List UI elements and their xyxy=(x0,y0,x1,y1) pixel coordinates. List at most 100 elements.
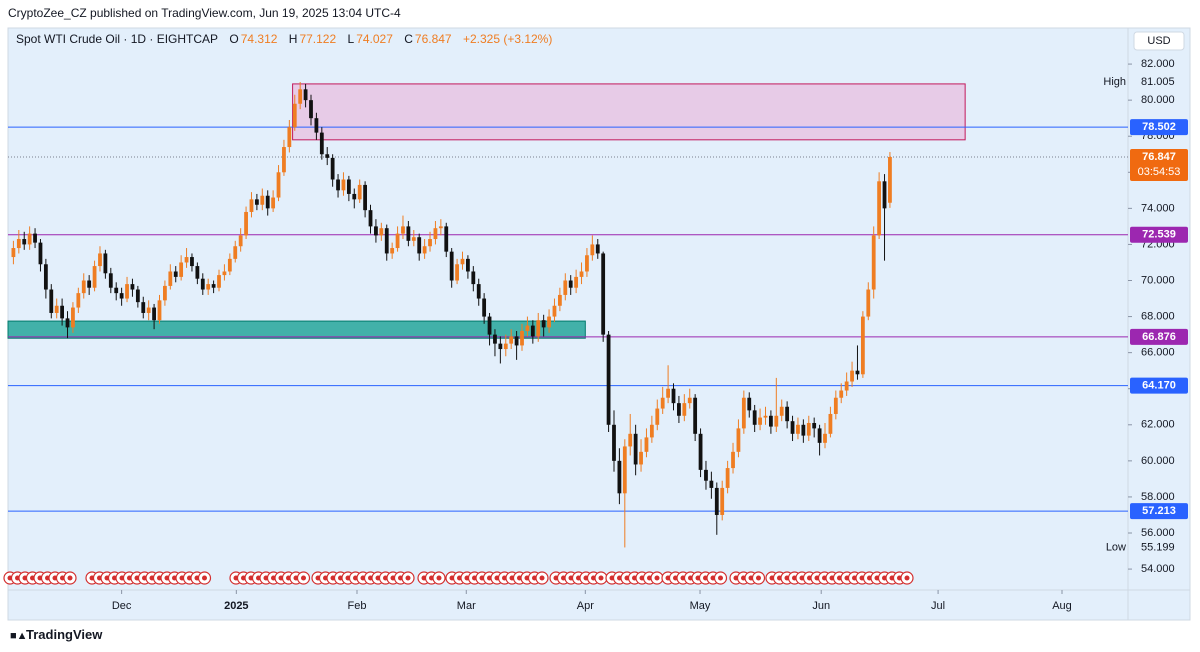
high-value: 81.005 xyxy=(1141,76,1175,88)
candle-body xyxy=(541,320,546,328)
candle-body xyxy=(49,289,54,313)
candle-body xyxy=(520,331,524,346)
candle-body xyxy=(287,127,292,148)
candle-body xyxy=(152,307,156,321)
candle-body xyxy=(790,421,795,434)
last-price-label: 76.847 xyxy=(1142,151,1176,163)
candle-body xyxy=(595,244,600,254)
candle-body xyxy=(114,287,119,294)
candle-body xyxy=(806,422,811,436)
candle-body xyxy=(428,239,432,247)
candle-body xyxy=(460,258,465,265)
candle-body xyxy=(828,413,833,434)
candle-body xyxy=(709,480,714,488)
candle-body xyxy=(163,285,167,301)
x-tick-label: May xyxy=(690,600,711,612)
candle-body xyxy=(466,258,470,272)
low-label: Low xyxy=(1106,541,1126,553)
event-icon-dot xyxy=(904,575,910,581)
countdown: 03:54:53 xyxy=(1138,166,1181,178)
zone xyxy=(292,83,966,141)
candle-body xyxy=(455,264,459,281)
legend: Spot WTI Crude Oil · 1D · EIGHTCAP O 74.3… xyxy=(16,32,560,46)
candle-body xyxy=(130,284,135,290)
candle-body xyxy=(725,468,730,488)
symbol: Spot WTI Crude Oil · 1D · EIGHTCAP xyxy=(16,32,219,46)
logo-mark: ■▲ xyxy=(10,630,28,642)
candle-body xyxy=(357,184,362,200)
candle-body xyxy=(292,103,297,128)
candle-body xyxy=(200,278,205,290)
candle-body xyxy=(401,226,405,234)
candle-body xyxy=(601,253,606,335)
candle-body xyxy=(617,460,622,494)
level-label: 66.876 xyxy=(1142,331,1176,343)
legend-value: 74.027 xyxy=(356,32,393,46)
publisher: CryptoZee_CZ published on TradingView.co… xyxy=(8,6,401,20)
candle-body xyxy=(482,298,487,317)
candle-body xyxy=(254,199,259,205)
candle-body xyxy=(227,258,232,272)
candle-body xyxy=(812,422,817,429)
candle-body xyxy=(860,316,865,375)
candle-body xyxy=(265,195,270,209)
candle-body xyxy=(81,280,86,294)
candle-body xyxy=(866,289,871,317)
candle-body xyxy=(330,157,335,180)
candle-body xyxy=(471,271,476,285)
candle-body xyxy=(698,433,703,470)
x-tick-label: Dec xyxy=(112,600,132,612)
y-tick-label: 60.000 xyxy=(1141,455,1175,467)
legend-key: L xyxy=(347,32,355,46)
x-tick-label: Apr xyxy=(577,600,594,612)
legend-value: 77.122 xyxy=(299,32,337,46)
y-tick-label: 74.000 xyxy=(1141,202,1175,214)
candle-body xyxy=(855,370,860,375)
candle-body xyxy=(179,262,184,277)
candle-body xyxy=(644,437,649,452)
candle-body xyxy=(877,181,882,236)
level-label-box xyxy=(1130,377,1188,394)
candle-body xyxy=(363,184,368,211)
candle-body xyxy=(666,388,670,398)
candle-body xyxy=(476,284,481,299)
footer-logo: ■▲TradingView xyxy=(10,627,102,642)
candle-body xyxy=(498,343,503,350)
candle-body xyxy=(16,239,21,249)
candle-body xyxy=(249,199,254,212)
candle-body xyxy=(720,487,725,515)
candle-body xyxy=(325,154,330,158)
candle-body xyxy=(514,336,519,346)
candle-body xyxy=(27,233,32,245)
candle-body xyxy=(173,271,178,277)
candle-body xyxy=(677,403,681,416)
candle-body xyxy=(65,318,70,328)
candle-body xyxy=(444,226,449,252)
candle-body xyxy=(774,415,779,427)
candle-body xyxy=(135,289,140,303)
event-icon-dot xyxy=(718,575,723,581)
candle-body xyxy=(276,172,281,198)
candle-body xyxy=(796,424,800,434)
candle-body xyxy=(801,424,806,436)
x-tick-label: 2025 xyxy=(224,600,248,612)
candle-body xyxy=(568,280,573,288)
candle-body xyxy=(103,253,108,274)
candle-body xyxy=(493,334,497,344)
candle-body xyxy=(190,257,194,267)
candle-body xyxy=(503,343,508,350)
candle-body xyxy=(141,302,146,313)
candle-body xyxy=(282,147,286,173)
candle-body xyxy=(736,428,741,452)
candle-body xyxy=(758,417,762,425)
candle-body xyxy=(552,305,557,317)
candle-body xyxy=(823,433,827,443)
candle-body xyxy=(206,284,211,290)
candle-body xyxy=(536,320,541,337)
event-icon-dot xyxy=(405,575,411,581)
currency-box xyxy=(1133,31,1185,51)
candle-body xyxy=(817,428,822,443)
level-label: 64.170 xyxy=(1142,380,1176,392)
candle-body xyxy=(417,237,422,254)
